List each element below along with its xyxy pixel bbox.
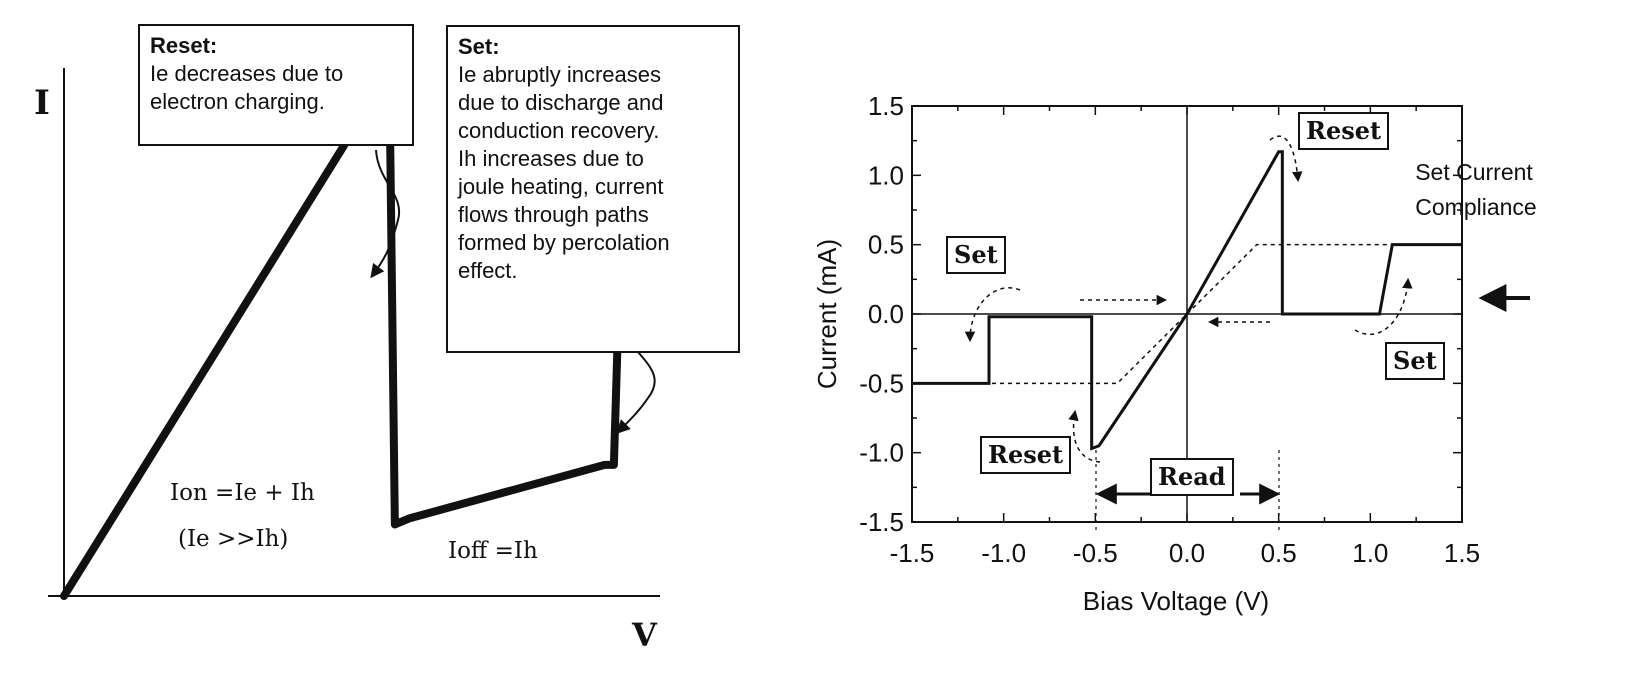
reset-bottom-tag: Reset	[980, 436, 1072, 474]
sweep-direction-arrows	[964, 135, 1413, 463]
x-tick-label: -0.5	[1073, 538, 1118, 568]
y-axis-label: Current (mA)	[812, 239, 842, 389]
left-y-axis-label: I	[34, 83, 50, 123]
set-callout-line: joule heating, current	[458, 174, 664, 199]
x-tick-label: -1.0	[981, 538, 1026, 568]
eq-off: Ioff =Ih	[448, 538, 538, 564]
y-tick-label: -1.5	[859, 507, 904, 537]
set-callout-title: Set:	[458, 34, 500, 59]
x-tick-label: -1.5	[890, 538, 935, 568]
y-tick-label: 1.0	[868, 160, 904, 190]
x-tick-label: 0.0	[1169, 538, 1205, 568]
set-callout-line: flows through paths	[458, 202, 649, 227]
eq-condition: (Ie >>Ih)	[178, 526, 288, 552]
x-axis-label: Bias Voltage (V)	[1083, 586, 1269, 616]
x-tick-labels: -1.5 -1.0 -0.5 0.0 0.5 1.0 1.5	[890, 538, 1480, 568]
y-tick-label: -0.5	[859, 368, 904, 398]
compliance-label-line1: Set Current	[1415, 159, 1533, 185]
reset-callout-line: electron charging.	[150, 89, 325, 114]
set-callout-line: Ih increases due to	[458, 146, 644, 171]
eq-on: Ion =Ie + Ih	[170, 480, 315, 506]
set-left-tag: Set	[946, 236, 1006, 274]
left-panel: I V Ion =Ie + Ih (Ie >>Ih) Ioff =Ih	[34, 68, 660, 654]
left-x-axis-label: V	[631, 616, 658, 654]
y-tick-labels: 1.5 1.0 0.5 0.0 -0.5 -1.0 -1.5	[859, 91, 904, 537]
reset-callout-title: Reset:	[150, 33, 218, 58]
right-panel: -1.5 -1.0 -0.5 0.0 0.5 1.0 1.5 1.5 1.0 0.5 0.0 -0.…	[812, 91, 1537, 616]
y-tick-label: -1.0	[859, 438, 904, 468]
y-tick-label: 0.5	[868, 230, 904, 260]
set-right-tag: Set	[1385, 342, 1445, 380]
x-tick-label: 1.0	[1352, 538, 1388, 568]
arc-reset-bottom	[1068, 409, 1101, 463]
reset-top-tag: Reset	[1298, 112, 1390, 150]
y-tick-label: 1.5	[868, 91, 904, 121]
arc-set-left	[964, 287, 1021, 343]
reset-callout-line: Ie decreases due to	[150, 61, 344, 86]
set-callout: Set: Ie abruptly increases due to discha…	[446, 25, 740, 353]
arc-reset-top	[1269, 135, 1303, 183]
set-callout-line: due to discharge and	[458, 90, 664, 115]
x-tick-label: 1.5	[1444, 538, 1480, 568]
dashed-path	[912, 243, 1462, 385]
set-pointer-arrow	[616, 351, 656, 434]
read-tag: Read	[1150, 458, 1234, 496]
reset-callout: Reset: Ie decreases due to electron char…	[138, 24, 414, 146]
set-callout-line: Ie abruptly increases	[458, 62, 661, 87]
arc-set-right	[1354, 277, 1413, 336]
set-callout-line: formed by percolation	[458, 230, 670, 255]
x-tick-label: 0.5	[1261, 538, 1297, 568]
set-callout-line: conduction recovery.	[458, 118, 660, 143]
reset-pointer-arrow	[370, 149, 401, 279]
set-callout-line: effect.	[458, 258, 518, 283]
y-tick-label: 0.0	[868, 299, 904, 329]
compliance-label-line2: Compliance	[1415, 194, 1536, 220]
solid-iv-curve	[912, 150, 1462, 451]
